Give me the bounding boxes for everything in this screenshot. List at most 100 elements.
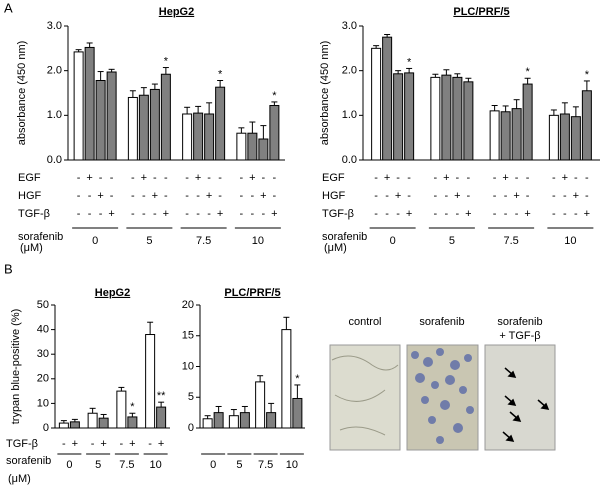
y-tick-label: 10 <box>182 360 194 372</box>
treatment-sign: - <box>142 190 146 202</box>
treatment-sign: - <box>407 172 411 184</box>
y-tick-label: 5 <box>188 391 194 403</box>
bar <box>581 90 592 161</box>
bar <box>255 381 266 429</box>
treatment-sign: - <box>552 190 556 202</box>
treatment-sign: - <box>434 172 438 184</box>
treatment-sign: - <box>110 172 114 184</box>
treatment-sign: + <box>443 172 449 184</box>
group-axis-unit: (μM) <box>8 473 31 485</box>
treatment-sign: + <box>260 190 266 202</box>
bar <box>382 36 393 161</box>
y-tick-label: 0.0 <box>47 154 62 166</box>
treatment-sign: - <box>504 208 508 220</box>
treatment-sign: - <box>88 190 92 202</box>
treatment-sign: - <box>574 208 578 220</box>
treatment-sign: - <box>196 208 200 220</box>
image-sorafenib-tgf <box>484 344 556 451</box>
treatment-sign: + <box>271 208 277 220</box>
significance-label: * <box>525 66 530 78</box>
image-sorafenib <box>406 344 479 451</box>
treatment-label: EGF <box>18 172 41 184</box>
significance-label: * <box>585 69 590 81</box>
bar <box>239 412 250 429</box>
treatment-sign: + <box>86 172 92 184</box>
group-label: 0 <box>92 235 98 247</box>
treatment-sign: - <box>91 438 95 450</box>
arrows <box>502 367 550 442</box>
bar <box>511 108 522 161</box>
treatment-sign: - <box>467 172 471 184</box>
treatment-sign: - <box>515 208 519 220</box>
treatment-sign: + <box>72 438 78 450</box>
treatment-sign: + <box>465 208 471 220</box>
significance-label: * <box>130 401 135 413</box>
bar <box>489 110 500 161</box>
treatment-sign: - <box>251 208 255 220</box>
image-control <box>329 344 401 451</box>
treatment-sign: - <box>515 172 519 184</box>
y-tick-label: 3.0 <box>47 20 62 32</box>
treatment-sign: - <box>148 438 152 450</box>
chart-title: HepG2 <box>159 6 194 18</box>
treatment-sign: - <box>385 208 389 220</box>
treatment-sign: - <box>445 190 449 202</box>
treatment-sign: + <box>129 438 135 450</box>
treatment-sign: - <box>218 172 222 184</box>
treatment-sign: - <box>153 172 157 184</box>
bar <box>98 417 109 429</box>
treatment-sign: - <box>526 172 530 184</box>
treatment-sign: - <box>273 172 277 184</box>
bar <box>266 412 277 429</box>
significance-label: * <box>272 90 277 102</box>
bar <box>127 416 138 429</box>
chart-title: PLC/PRF/5 <box>453 6 509 18</box>
bar <box>156 406 167 429</box>
bar <box>452 76 463 161</box>
y-tick-label: 20 <box>37 373 49 385</box>
bar <box>95 79 106 161</box>
treatment-sign: + <box>584 208 590 220</box>
treatment-sign: - <box>131 190 135 202</box>
bar <box>371 47 382 161</box>
stained-cells <box>411 348 474 444</box>
bar <box>292 397 303 429</box>
bar <box>193 112 204 161</box>
bar <box>269 105 280 161</box>
treatment-sign: + <box>573 190 579 202</box>
treatment-sign: - <box>240 208 244 220</box>
y-tick-label: 0 <box>43 422 49 434</box>
bar <box>500 111 511 161</box>
treatment-sign: - <box>456 172 460 184</box>
treatment-sign: - <box>62 438 66 450</box>
y-axis-label: absorbance (450 nm) <box>16 41 28 146</box>
treatment-sign: - <box>77 208 81 220</box>
treatment-sign: - <box>185 208 189 220</box>
bar <box>281 329 292 429</box>
treatment-sign: + <box>513 190 519 202</box>
group-label: 5 <box>449 235 455 247</box>
bar <box>258 138 269 161</box>
treatment-sign: - <box>385 190 389 202</box>
treatment-sign: - <box>552 208 556 220</box>
treatment-label: TGF-β <box>18 208 50 220</box>
image-caption: sorafenib <box>419 316 464 328</box>
bar <box>404 72 415 161</box>
y-tick-label: 40 <box>37 324 49 336</box>
treatment-sign: - <box>120 438 124 450</box>
group-axis-label: sorafenib <box>322 231 367 243</box>
y-tick-label: 50 <box>37 299 49 311</box>
group-label: 0 <box>390 235 396 247</box>
group-axis-label: sorafenib <box>18 231 63 243</box>
panel-label: B <box>4 261 13 276</box>
bar <box>441 74 452 161</box>
treatment-sign: - <box>99 208 103 220</box>
group-label: 5 <box>146 235 152 247</box>
treatment-sign: - <box>574 172 578 184</box>
y-tick-label: 1.0 <box>47 109 62 121</box>
significance-label: * <box>164 55 169 67</box>
bar <box>145 334 156 429</box>
y-axis-label: trypan blue-positive (%) <box>10 309 22 425</box>
treatment-sign: - <box>407 190 411 202</box>
